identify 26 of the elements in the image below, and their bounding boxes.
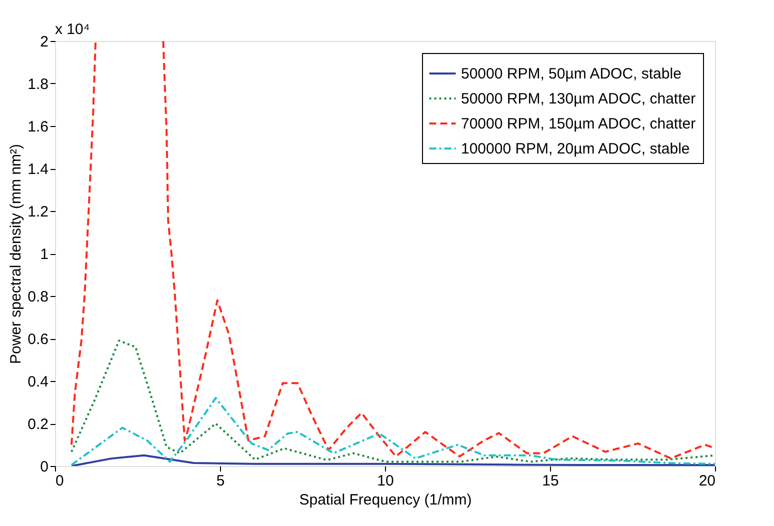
legend-label: 70000 RPM, 150µm ADOC, chatter — [461, 116, 696, 132]
legend-label: 100000 RPM, 20µm ADOC, stable — [461, 140, 690, 158]
y-tick-label: 0.2 — [28, 416, 48, 433]
y-axis-title: Power spectral density (mm nm²) — [8, 144, 25, 364]
legend-label: 50000 RPM, 130µm ADOC, chatter — [461, 90, 696, 108]
y-tick-label: 1.4 — [28, 161, 48, 178]
x-tick-label: 5 — [216, 472, 225, 490]
y-tick-label: 0.6 — [28, 331, 48, 348]
text: x 10⁴ — [55, 21, 90, 38]
y-tick-label: 0.4 — [28, 374, 48, 390]
y-tick-label: 1.8 — [28, 76, 48, 93]
x-tick-label: 0 — [56, 472, 64, 490]
y-tick-label: 1 — [40, 246, 48, 263]
y-tick-label: 0 — [40, 458, 48, 476]
legend-label: 50000 RPM, 50µm ADOC, stable — [461, 66, 682, 82]
x-tick-label: 15 — [542, 472, 559, 490]
y-tick-label: 1.2 — [28, 204, 48, 220]
y-tick-label: 2 — [40, 34, 48, 50]
line-series — [70, 340, 715, 463]
x-tick-label: 20 — [698, 472, 716, 490]
x-axis-title: Spatial Frequency (1/mm) — [299, 492, 472, 508]
line-series — [70, 397, 715, 466]
line-series — [70, 454, 715, 466]
y-tick-label: 1.6 — [28, 118, 48, 136]
x-tick-label: 10 — [377, 472, 394, 490]
y-tick-label: 0.8 — [28, 288, 48, 306]
